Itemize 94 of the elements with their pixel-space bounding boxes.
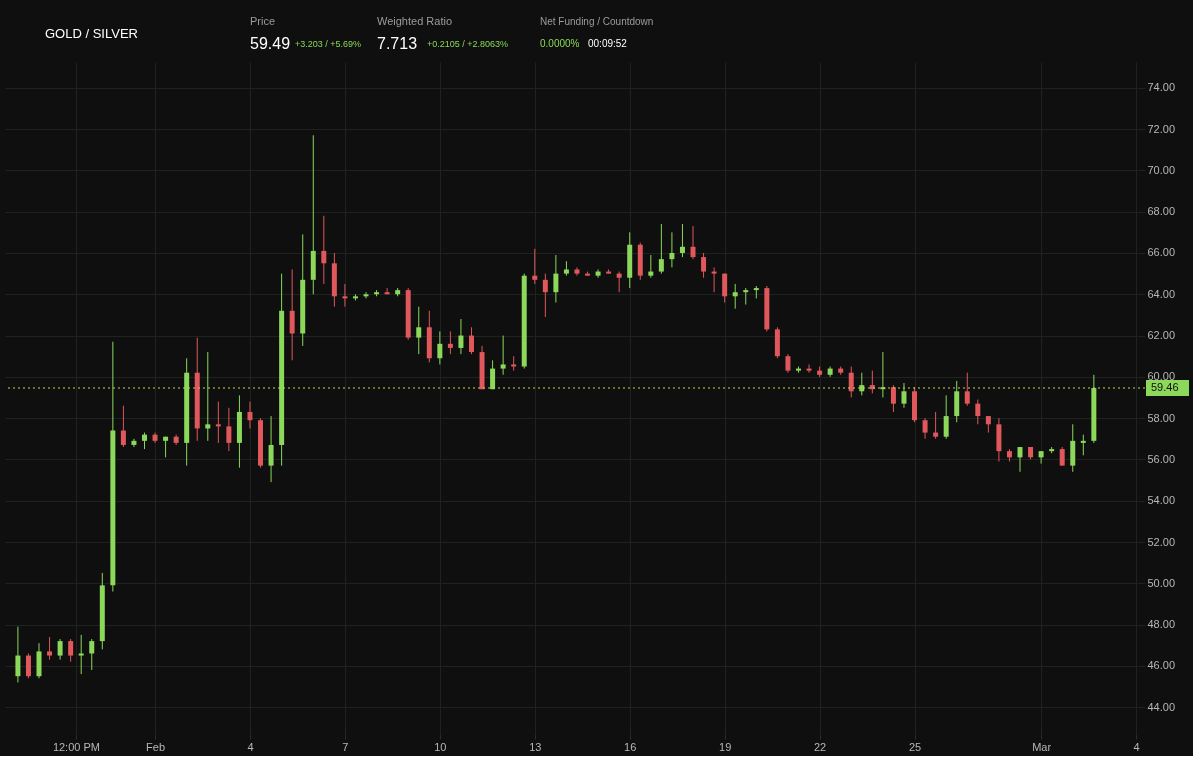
y-tick-label: 52.00 [1147,535,1176,548]
y-tick-label: 66.00 [1147,246,1176,259]
y-tick-label: 64.00 [1147,287,1176,300]
candlestick [247,401,253,429]
x-tick-label: Mar [1032,740,1052,753]
candlestick [901,382,907,409]
candlestick [416,306,422,355]
x-tick-label: Feb [146,740,166,753]
y-tick-label: 70.00 [1147,163,1176,176]
candlestick [964,372,970,407]
candlestick [268,415,274,483]
candlestick [701,252,707,279]
candlestick [679,223,685,258]
candlestick [785,353,791,374]
candlestick [542,273,548,318]
candlestick [933,411,939,440]
y-tick-label: 50.00 [1147,576,1176,589]
candlestick [468,326,474,355]
candlestick [205,351,211,442]
y-tick-label: 60.00 [1147,370,1176,383]
candlestick [711,266,717,293]
candlestick [532,248,538,285]
candlestick [120,405,126,448]
x-tick-label: 25 [908,740,922,753]
candlestick [215,401,221,444]
candlestick [690,225,696,260]
candlestick [658,223,664,275]
candlestick [437,330,443,365]
text: Net Funding / Countdown [540,16,654,27]
chart-title: GOLD / SILVER [45,26,138,41]
y-tick-label: 44.00 [1147,700,1176,713]
candlestick [226,407,232,452]
candlestick [57,638,63,661]
candlestick [943,394,949,440]
candlestick [363,291,369,299]
y-tick-label: 74.00 [1147,81,1176,94]
candlestick [25,652,31,679]
text: +0.2105 / +2.8063% [427,39,509,49]
candlestick [574,266,580,277]
candlestick [890,384,896,413]
candlestick [490,359,496,390]
candlestick [616,271,622,293]
candlestick [848,366,854,398]
x-tick-label: 7 [342,740,349,753]
candlestick [78,634,84,675]
x-tick-label: 10 [434,740,447,753]
y-tick-label: 48.00 [1147,618,1176,631]
text: 7.713 [377,35,418,52]
x-tick-label: 16 [624,740,637,753]
candlestick [458,318,464,355]
text: Price [250,15,276,27]
y-tick-label: 54.00 [1147,494,1176,507]
y-tick-label: 72.00 [1147,122,1176,135]
candlestick [68,638,74,663]
text: 59.49 [250,35,291,52]
candlestick [922,417,928,440]
candlestick [342,283,348,308]
candlestick [1038,450,1044,465]
candlestick [553,254,559,304]
candlestick [806,363,812,374]
text: +3.203 / +5.69% [295,39,362,49]
text: 0.0000% [540,38,580,49]
candlestick [500,335,506,376]
candlestick [321,215,327,285]
y-tick-label: 58.00 [1147,411,1176,424]
candlestick [131,438,137,448]
ref-line-label: 59.46 [1151,380,1179,393]
x-tick-label: 4 [247,740,254,753]
text: 00:09:52 [588,38,628,49]
candlestick [595,268,601,279]
candlestick [732,283,738,310]
candlestick [47,636,53,661]
candlestick [1017,446,1023,473]
candlestick [15,626,21,683]
x-tick-label: 4 [1133,740,1140,753]
text: Weighted Ratio [377,15,453,27]
candlestick [648,254,654,279]
y-tick-label: 46.00 [1147,659,1176,672]
y-tick-label: 68.00 [1147,205,1176,218]
candlestick [975,399,981,425]
candlestick [722,273,728,304]
x-tick-label: 19 [719,740,732,753]
candlestick [1080,434,1086,456]
x-tick-label: 12:00 PM [52,740,100,753]
y-tick-label: 62.00 [1147,329,1176,342]
candlestick [669,231,675,268]
candlestick [289,268,295,361]
candlestick [1059,446,1065,467]
candlestick [384,287,390,295]
candlestick [89,638,95,671]
y-tick-label: 56.00 [1147,452,1176,465]
candlestick [447,330,453,355]
x-tick-label: 13 [529,740,542,753]
x-tick-label: 22 [813,740,827,753]
